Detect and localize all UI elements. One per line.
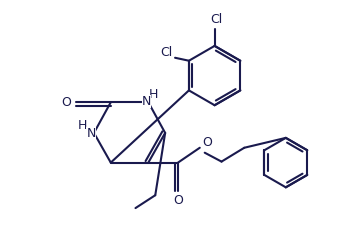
Text: Cl: Cl <box>211 13 223 26</box>
Text: O: O <box>203 136 213 149</box>
Text: H: H <box>149 88 158 101</box>
Text: O: O <box>173 194 183 207</box>
Text: N: N <box>142 95 151 108</box>
Text: N: N <box>86 128 96 140</box>
Text: O: O <box>61 96 71 109</box>
Text: H: H <box>77 118 87 132</box>
Text: Cl: Cl <box>160 46 172 59</box>
